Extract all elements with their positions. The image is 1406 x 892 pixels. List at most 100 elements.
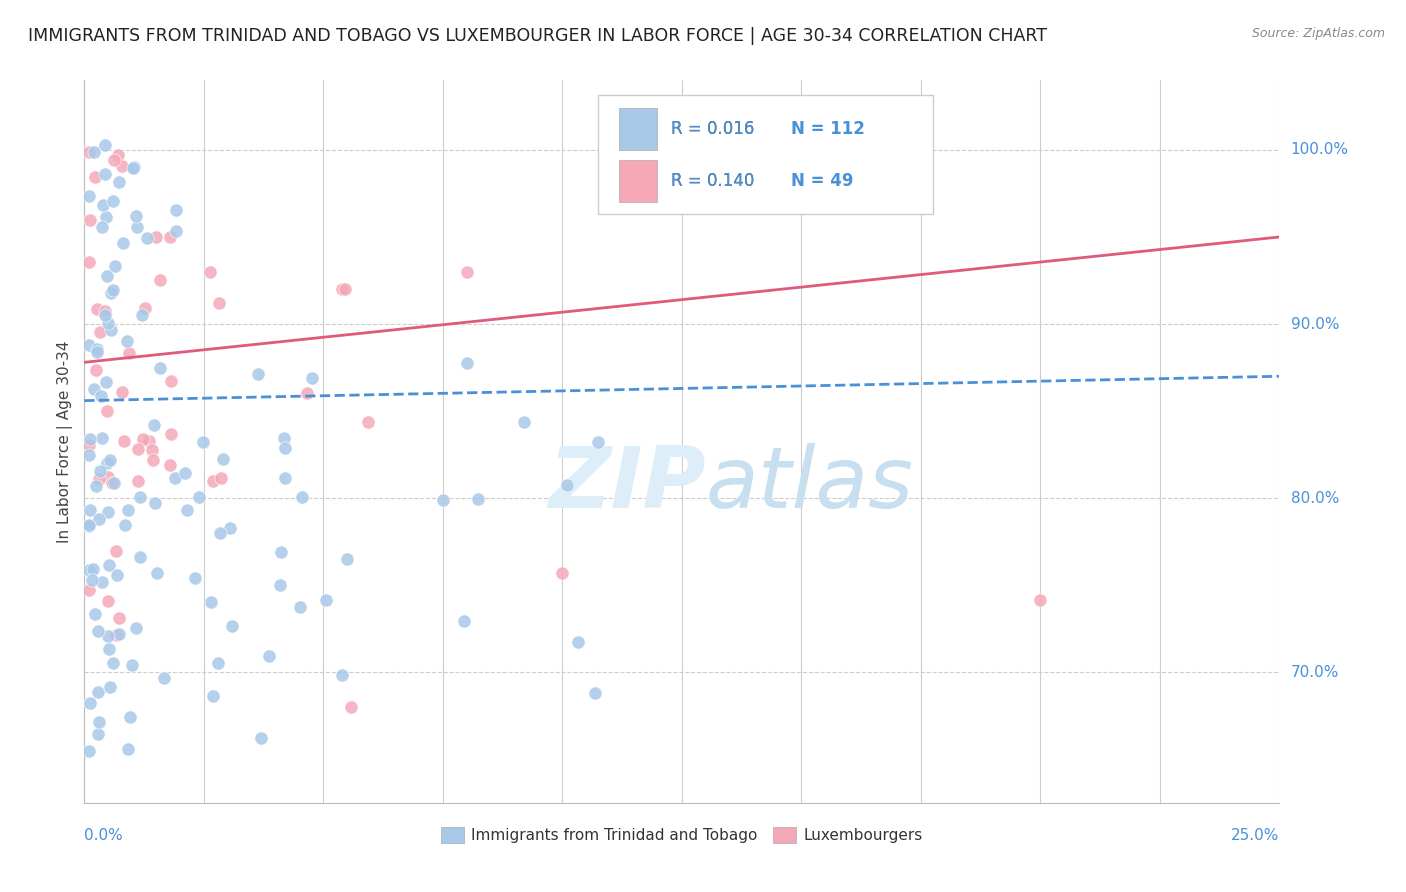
Text: R = 0.140: R = 0.140 <box>671 172 755 190</box>
Point <box>159 230 181 244</box>
Point <box>200 265 222 279</box>
Text: 80.0%: 80.0% <box>1291 491 1339 506</box>
Point <box>127 475 149 489</box>
Text: 100.0%: 100.0% <box>1291 143 1348 157</box>
Point <box>513 415 536 429</box>
Point <box>209 525 232 540</box>
Point <box>101 656 124 670</box>
Point <box>340 700 363 714</box>
Point <box>333 282 356 296</box>
Point <box>118 710 141 724</box>
Point <box>97 316 120 330</box>
Point <box>122 161 145 175</box>
Point <box>356 415 378 429</box>
Point <box>90 574 112 589</box>
Point <box>269 577 291 591</box>
Point <box>117 741 139 756</box>
Point <box>91 431 114 445</box>
Point <box>149 361 172 376</box>
Point <box>131 309 153 323</box>
Point <box>100 323 122 337</box>
Point <box>555 478 578 492</box>
Point <box>145 230 167 244</box>
Point <box>97 470 120 484</box>
Point <box>456 265 478 279</box>
Text: N = 49: N = 49 <box>790 172 853 190</box>
Point <box>129 549 152 564</box>
Point <box>250 731 273 745</box>
Point <box>153 671 176 685</box>
Point <box>98 681 121 695</box>
Point <box>335 552 357 566</box>
Point <box>79 697 101 711</box>
Text: Source: ZipAtlas.com: Source: ZipAtlas.com <box>1251 27 1385 40</box>
Point <box>104 544 127 558</box>
Point <box>112 434 135 448</box>
Point <box>94 167 117 181</box>
Point <box>104 259 127 273</box>
Point <box>97 594 120 608</box>
Point <box>467 492 489 507</box>
Text: N = 112: N = 112 <box>790 120 865 137</box>
Point <box>583 686 606 700</box>
Point <box>125 210 148 224</box>
Point <box>77 518 100 533</box>
Point <box>97 629 120 643</box>
Point <box>207 296 229 310</box>
Text: IMMIGRANTS FROM TRINIDAD AND TOBAGO VS LUXEMBOURGER IN LABOR FORCE | AGE 30-34 C: IMMIGRANTS FROM TRINIDAD AND TOBAGO VS L… <box>28 27 1047 45</box>
Point <box>432 493 454 508</box>
Point <box>259 648 281 663</box>
Point <box>86 301 108 316</box>
Point <box>149 273 172 287</box>
Point <box>77 744 100 758</box>
Point <box>142 417 165 432</box>
Point <box>127 442 149 457</box>
Point <box>117 503 139 517</box>
Point <box>86 342 108 356</box>
Point <box>159 458 181 472</box>
Point <box>103 475 125 490</box>
Point <box>201 475 224 489</box>
Point <box>91 197 114 211</box>
Point <box>107 626 129 640</box>
Point <box>96 268 118 283</box>
Point <box>89 714 111 729</box>
Point <box>77 338 100 352</box>
Point <box>174 466 197 480</box>
Point <box>219 521 242 535</box>
Point <box>184 571 207 585</box>
Point <box>108 175 131 189</box>
Point <box>138 434 160 448</box>
Point <box>315 593 337 607</box>
Legend: Immigrants from Trinidad and Tobago, Luxembourgers: Immigrants from Trinidad and Tobago, Lux… <box>434 822 929 849</box>
Point <box>163 471 186 485</box>
Point <box>134 301 156 315</box>
Point <box>84 363 107 377</box>
Point <box>274 441 297 455</box>
Point <box>143 495 166 509</box>
Point <box>98 453 121 467</box>
Point <box>87 512 110 526</box>
Point <box>288 599 311 614</box>
Point <box>77 254 100 268</box>
Point <box>586 435 609 450</box>
Point <box>79 433 101 447</box>
Point <box>101 194 124 208</box>
Point <box>98 558 121 573</box>
Point <box>77 145 100 160</box>
Point <box>221 619 243 633</box>
Point <box>83 607 105 621</box>
Text: atlas: atlas <box>706 443 914 526</box>
FancyBboxPatch shape <box>619 161 657 202</box>
Point <box>94 375 117 389</box>
Point <box>193 435 215 450</box>
Point <box>103 153 125 167</box>
Point <box>91 219 114 234</box>
Point <box>87 624 110 638</box>
Point <box>77 519 100 533</box>
Point <box>135 231 157 245</box>
Point <box>121 657 143 672</box>
Point <box>125 621 148 635</box>
Point <box>330 282 353 296</box>
Point <box>87 727 110 741</box>
